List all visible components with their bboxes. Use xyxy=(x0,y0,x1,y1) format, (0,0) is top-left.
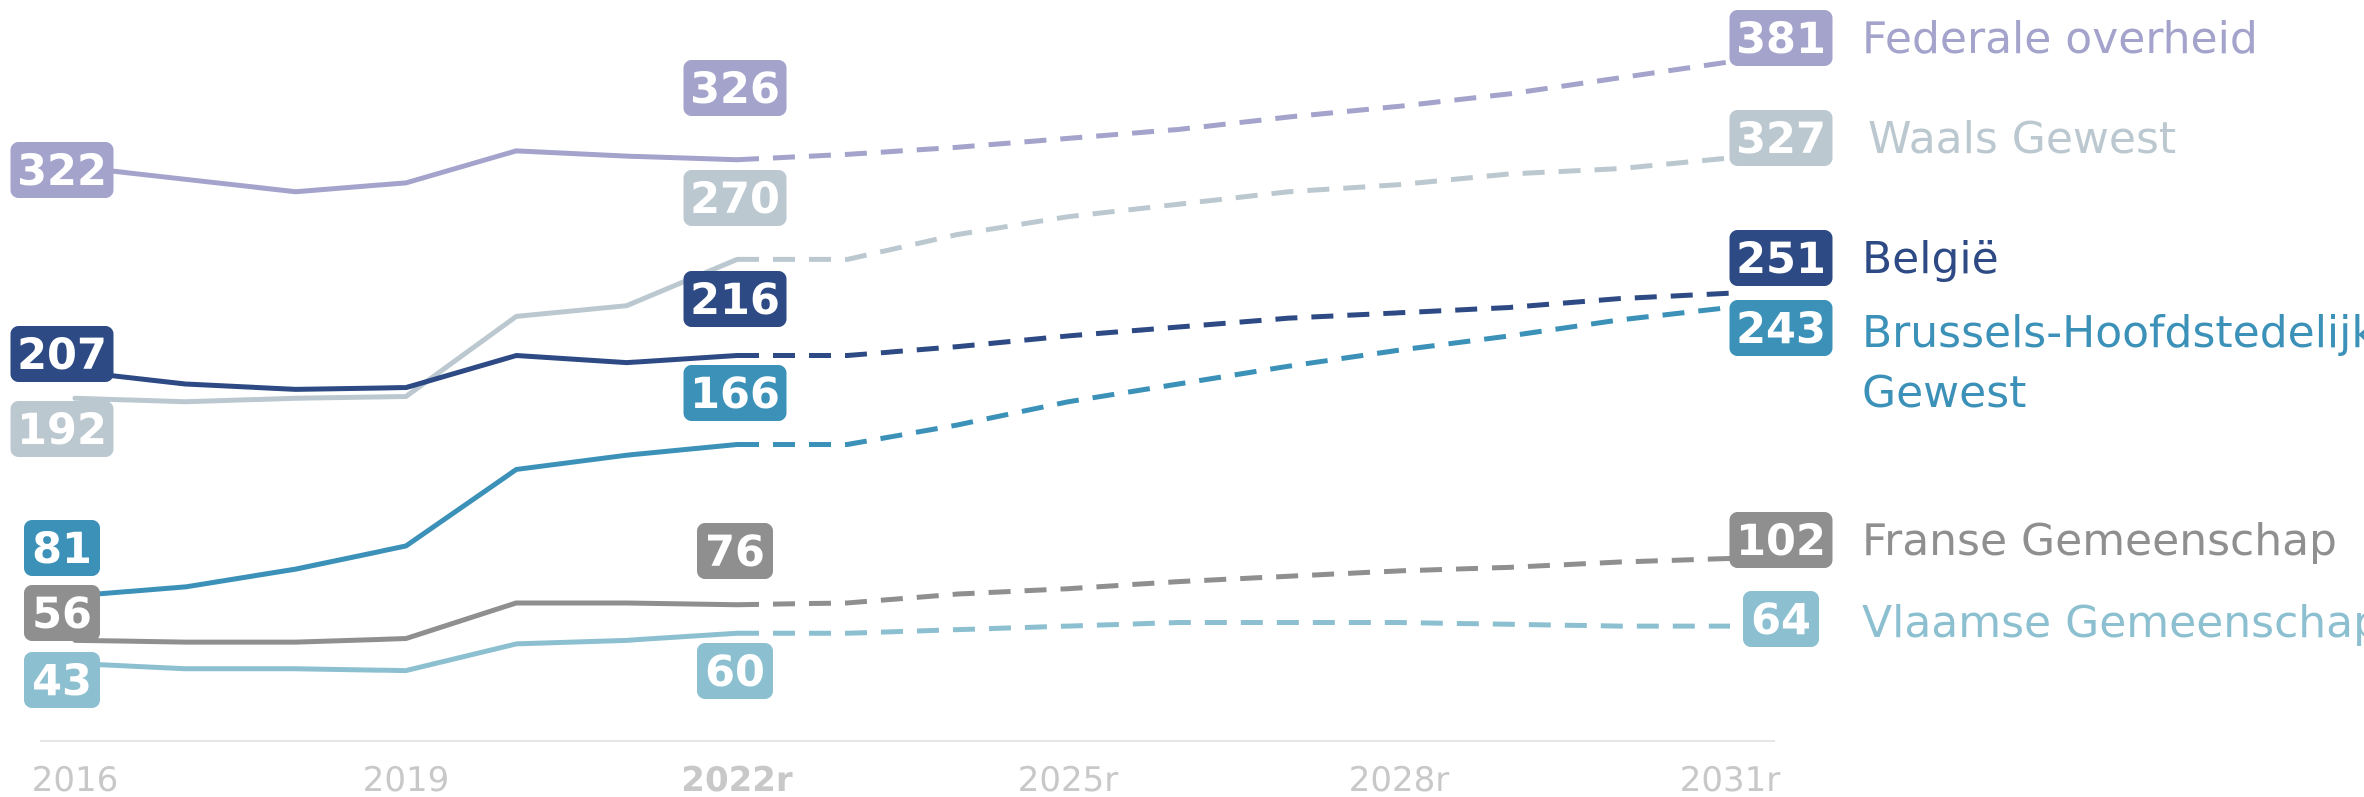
legend-label-brussels-hoofdstedelijk-gewest: Brussels-Hoofdstedelijk xyxy=(1862,307,2364,358)
legend-label-franse-gemeenschap: Franse Gemeenschap xyxy=(1862,515,2337,566)
data-label-belgie-2016-bg xyxy=(10,326,114,382)
x-tick-label: 2031r xyxy=(1680,760,1781,797)
data-label-belgie-2031: 251 xyxy=(1729,230,1833,286)
data-label-brussels-hoofdstedelijk-gewest-2031: 243 xyxy=(1729,300,1833,356)
series-line-vlaamse-gemeenschap-forecast xyxy=(737,620,1730,636)
data-label-belgie-2031-bg xyxy=(1729,230,1833,286)
data-label-franse-gemeenschap-2031-text: 102 xyxy=(1736,516,1826,566)
data-label-brussels-hoofdstedelijk-gewest-2016: 81 xyxy=(24,520,100,576)
data-label-brussels-hoofdstedelijk-gewest-2016-text: 81 xyxy=(32,524,92,574)
data-label-brussels-hoofdstedelijk-gewest-2016-bg xyxy=(24,520,100,576)
x-tick-label: 2025r xyxy=(1018,760,1119,797)
series-line-franse-gemeenschap-actual xyxy=(72,600,740,645)
data-label-brussels-hoofdstedelijk-gewest-2031-bg xyxy=(1729,300,1833,356)
data-label-franse-gemeenschap-2031: 102 xyxy=(1729,512,1833,568)
legend-item-brussels-hoofdstedelijk-gewest: Brussels-Hoofdstedelijk Gewest xyxy=(1862,307,2364,418)
data-label-waals-gewest-2031-text: 327 xyxy=(1736,114,1826,164)
data-label-waals-gewest-2031: 327 xyxy=(1729,110,1833,166)
data-label-belgie-2031-text: 251 xyxy=(1736,234,1826,284)
data-label-vlaamse-gemeenschap-2031: 64 xyxy=(1743,591,1819,647)
legend-item-waals-gewest: Waals Gewest xyxy=(1868,113,2176,164)
data-label-federale-overheid-2022-text: 326 xyxy=(690,64,780,114)
legend-item-franse-gemeenschap: Franse Gemeenschap xyxy=(1862,515,2337,566)
series-line-brussels-hoofdstedelijk-gewest-forecast xyxy=(737,304,1731,448)
data-label-vlaamse-gemeenschap-2016-bg xyxy=(24,652,100,708)
legend-item-federale-overheid: Federale overheid xyxy=(1862,13,2258,64)
data-label-brussels-hoofdstedelijk-gewest-2031-text: 243 xyxy=(1736,304,1826,354)
data-label-franse-gemeenschap-2016: 56 xyxy=(24,585,100,641)
data-label-waals-gewest-2022-text: 270 xyxy=(690,174,780,224)
data-label-franse-gemeenschap-2016-bg xyxy=(24,585,100,641)
data-label-vlaamse-gemeenschap-2031-bg xyxy=(1743,591,1819,647)
legend-item-vlaamse-gemeenschap: Vlaamse Gemeenschap xyxy=(1862,597,2364,648)
data-label-vlaamse-gemeenschap-2022: 60 xyxy=(697,643,773,699)
data-label-federale-overheid-2031: 381 xyxy=(1729,10,1833,66)
data-label-federale-overheid-2016-text: 322 xyxy=(17,146,107,196)
x-tick-label: 2022r xyxy=(681,760,793,797)
series-line-brussels-hoofdstedelijk-gewest-actual xyxy=(72,442,740,599)
data-label-franse-gemeenschap-2022-bg xyxy=(697,523,773,579)
legend-label-brussels-hoofdstedelijk-gewest: Gewest xyxy=(1862,367,2026,418)
data-label-federale-overheid-2031-bg xyxy=(1729,10,1833,66)
x-tick-label: 2016 xyxy=(32,760,119,797)
data-label-belgie-2022-text: 216 xyxy=(690,275,780,325)
data-label-federale-overheid-2031-text: 381 xyxy=(1736,14,1826,64)
x-tick-label: 2019 xyxy=(363,760,450,797)
data-label-federale-overheid-2016-bg xyxy=(10,142,114,198)
series-line-waals-gewest-actual xyxy=(72,256,740,405)
data-label-waals-gewest-2031-bg xyxy=(1729,110,1833,166)
x-axis: 2016 2019 2022r 2025r 2028r 2031r xyxy=(32,740,1781,797)
series-line-waals-gewest-forecast xyxy=(737,155,1731,262)
data-label-brussels-hoofdstedelijk-gewest-2022: 166 xyxy=(683,365,787,421)
series-line-franse-gemeenschap-forecast xyxy=(736,555,1731,608)
series-line-belgie-forecast xyxy=(737,290,1731,359)
legend-item-belgie: België xyxy=(1862,233,1999,284)
data-label-vlaamse-gemeenschap-2022-bg xyxy=(697,643,773,699)
data-label-federale-overheid-2022: 326 xyxy=(683,60,787,116)
x-tick-label: 2028r xyxy=(1349,760,1450,797)
data-label-franse-gemeenschap-2031-bg xyxy=(1729,512,1833,568)
series-line-vlaamse-gemeenschap-actual xyxy=(72,630,740,674)
series-lines xyxy=(72,59,1731,674)
data-label-vlaamse-gemeenschap-2016: 43 xyxy=(24,652,100,708)
data-label-federale-overheid-2016: 322 xyxy=(10,142,114,198)
data-label-belgie-2016-text: 207 xyxy=(17,330,107,380)
data-label-franse-gemeenschap-2022: 76 xyxy=(697,523,773,579)
data-label-belgie-2016: 207 xyxy=(10,326,114,382)
data-label-franse-gemeenschap-2022-text: 76 xyxy=(705,527,765,577)
series-line-federale-overheid-forecast xyxy=(736,59,1731,163)
data-label-vlaamse-gemeenschap-2016-text: 43 xyxy=(32,656,92,706)
data-label-waals-gewest-2022-bg xyxy=(683,170,787,226)
data-label-federale-overheid-2022-bg xyxy=(683,60,787,116)
series-line-federale-overheid-actual xyxy=(72,148,740,195)
legend-label-vlaamse-gemeenschap: Vlaamse Gemeenschap xyxy=(1862,597,2364,648)
legend-label-belgie: België xyxy=(1862,233,1999,284)
data-label-waals-gewest-2016-bg xyxy=(10,401,114,457)
data-label-belgie-2022: 216 xyxy=(683,271,787,327)
data-label-waals-gewest-2016: 192 xyxy=(10,401,114,457)
data-label-brussels-hoofdstedelijk-gewest-2022-bg xyxy=(683,365,787,421)
data-label-belgie-2022-bg xyxy=(683,271,787,327)
data-labels: 322 326 381 192 270 327 207 216 251 81 166 243 56 76 1… xyxy=(10,10,1833,708)
legend: Federale overheid Waals Gewest België Bruss… xyxy=(1862,13,2364,648)
data-label-waals-gewest-2022: 270 xyxy=(683,170,787,226)
legend-label-federale-overheid: Federale overheid xyxy=(1862,13,2258,64)
data-label-vlaamse-gemeenschap-2031-text: 64 xyxy=(1751,595,1811,645)
data-label-brussels-hoofdstedelijk-gewest-2022-text: 166 xyxy=(690,369,780,419)
data-label-waals-gewest-2016-text: 192 xyxy=(17,405,107,455)
series-line-belgie-actual xyxy=(72,353,740,392)
data-label-vlaamse-gemeenschap-2022-text: 60 xyxy=(705,647,765,697)
data-label-franse-gemeenschap-2016-text: 56 xyxy=(32,589,92,639)
legend-label-waals-gewest: Waals Gewest xyxy=(1868,113,2176,164)
